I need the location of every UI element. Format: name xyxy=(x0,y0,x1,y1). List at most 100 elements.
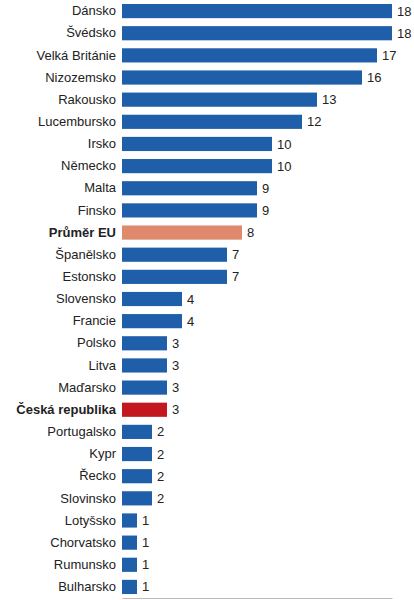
x-axis xyxy=(123,598,393,599)
data-label: 10 xyxy=(277,137,291,152)
bar xyxy=(122,137,272,151)
bar xyxy=(122,447,152,461)
tick-label: Lotyšsko xyxy=(65,513,116,528)
tick: Bulharsko xyxy=(58,579,116,594)
tick-label: Slovensko xyxy=(56,291,116,306)
bar xyxy=(122,314,182,328)
tick-label: Francie xyxy=(73,313,116,328)
y-axis-line xyxy=(116,1,117,599)
bar xyxy=(122,115,302,129)
bar xyxy=(122,336,167,350)
tick-label: Rakousko xyxy=(58,92,116,107)
tick: Finsko xyxy=(78,203,116,218)
bar xyxy=(122,70,362,84)
bar xyxy=(122,225,242,239)
x-axis-line xyxy=(123,598,393,599)
tick-label: Chorvatsko xyxy=(50,535,116,550)
tick: Španělsko xyxy=(55,247,116,262)
tick-label: Švédsko xyxy=(66,25,116,40)
data-label: 13 xyxy=(322,92,336,107)
tick-label: Lucembursko xyxy=(38,114,116,129)
data-label: 9 xyxy=(262,203,269,218)
bars xyxy=(122,4,392,594)
data-label: 18 xyxy=(397,4,411,19)
data-label: 4 xyxy=(187,292,194,307)
tick: Velká Británie xyxy=(37,48,117,63)
tick: Německo xyxy=(61,158,116,173)
bar xyxy=(122,270,227,284)
bar xyxy=(122,536,137,550)
data-labels: 18181716131210109987744333322221111 xyxy=(142,4,411,595)
bar xyxy=(122,513,137,527)
y-axis: Dánsko Švédsko Velká Británie Nizozemsko Rak… xyxy=(16,1,116,599)
tick: Irsko xyxy=(88,136,116,151)
tick: Francie xyxy=(73,313,116,328)
bar xyxy=(122,580,137,594)
tick-label: Malta xyxy=(84,180,117,195)
tick-label: Polsko xyxy=(77,335,116,350)
data-label: 2 xyxy=(157,469,164,484)
data-label: 4 xyxy=(187,314,194,329)
tick-label: Finsko xyxy=(78,203,116,218)
data-label: 1 xyxy=(142,579,149,594)
bar xyxy=(122,93,317,107)
data-label: 3 xyxy=(172,380,179,395)
tick: Rumunsko xyxy=(54,557,116,572)
bar xyxy=(122,203,257,217)
data-label: 10 xyxy=(277,159,291,174)
data-label: 8 xyxy=(247,225,254,240)
tick: Kypr xyxy=(89,446,116,461)
data-label: 2 xyxy=(157,447,164,462)
tick: Lucembursko xyxy=(38,114,116,129)
tick-label: Průměr EU xyxy=(49,225,116,240)
tick-label: Velká Británie xyxy=(37,48,117,63)
bar xyxy=(122,491,152,505)
bar xyxy=(122,469,152,483)
tick: Dánsko xyxy=(72,3,116,18)
bar xyxy=(122,381,167,395)
data-label: 3 xyxy=(172,336,179,351)
tick-label: Česká republika xyxy=(16,402,116,417)
tick: Portugalsko xyxy=(47,424,116,439)
data-label: 17 xyxy=(382,48,396,63)
bar xyxy=(122,159,272,173)
data-label: 12 xyxy=(307,114,321,129)
chart: Dánsko Švédsko Velká Británie Nizozemsko Rak… xyxy=(0,0,414,600)
tick-label: Španělsko xyxy=(55,247,116,262)
bar xyxy=(122,403,167,417)
bar xyxy=(122,181,257,195)
tick: Řecko xyxy=(79,468,116,483)
tick: Nizozemsko xyxy=(45,70,116,85)
bar xyxy=(122,48,377,62)
tick: Estonsko xyxy=(63,269,116,284)
data-label: 7 xyxy=(232,269,239,284)
data-label: 1 xyxy=(142,513,149,528)
tick-label: Irsko xyxy=(88,136,116,151)
tick-label: Řecko xyxy=(79,468,116,483)
tick: Lotyšsko xyxy=(65,513,116,528)
tick: Průměr EU xyxy=(49,225,116,240)
tick-label: Litva xyxy=(89,358,117,373)
tick-label: Estonsko xyxy=(63,269,116,284)
bar xyxy=(122,4,392,18)
bar xyxy=(122,358,167,372)
tick: Slovinsko xyxy=(60,490,116,505)
tick-label: Dánsko xyxy=(72,3,116,18)
tick: Česká republika xyxy=(16,402,116,417)
tick-label: Bulharsko xyxy=(58,579,116,594)
tick: Slovensko xyxy=(56,291,116,306)
tick: Litva xyxy=(89,358,117,373)
data-label: 18 xyxy=(397,26,411,41)
tick: Malta xyxy=(84,180,117,195)
tick: Maďarsko xyxy=(58,380,116,395)
bar xyxy=(122,26,392,40)
tick-label: Nizozemsko xyxy=(45,70,116,85)
tick: Rakousko xyxy=(58,92,116,107)
tick-label: Rumunsko xyxy=(54,557,116,572)
tick: Chorvatsko xyxy=(50,535,116,550)
bar xyxy=(122,558,137,572)
data-label: 1 xyxy=(142,557,149,572)
tick-label: Portugalsko xyxy=(47,424,116,439)
bar xyxy=(122,248,227,262)
data-label: 1 xyxy=(142,535,149,550)
